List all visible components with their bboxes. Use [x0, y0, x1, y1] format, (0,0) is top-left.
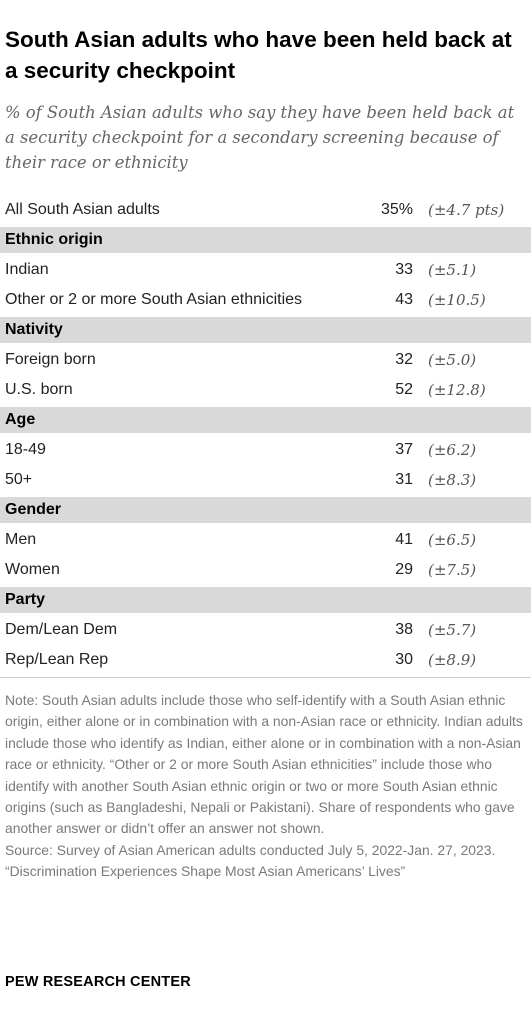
row-margin-of-error: (±4.7 pts) [428, 201, 505, 219]
section-header-label: Party [5, 591, 46, 608]
row-value: 29 [395, 561, 413, 578]
table-row: Other or 2 or more South Asian ethniciti… [0, 287, 531, 313]
row-label: Rep/Lean Rep [5, 651, 109, 668]
chart-title: South Asian adults who have been held ba… [5, 27, 512, 83]
table-row: Dem/Lean Dem 38 (±5.7) [0, 617, 531, 643]
note-text: Note: South Asian adults include those w… [5, 692, 523, 837]
row-margin-of-error: (±5.1) [428, 261, 477, 279]
table-row: Foreign born 32 (±5.0) [0, 347, 531, 373]
report-title: “Discrimination Experiences Shape Most A… [5, 863, 406, 880]
section-header: Gender [0, 497, 531, 523]
chart-subtitle: % of South Asian adults who say they hav… [5, 103, 515, 172]
section-header-label: Ethnic origin [5, 231, 103, 248]
row-value: 37 [395, 441, 413, 458]
section-header-label: Age [5, 411, 36, 428]
row-margin-of-error: (±5.7) [428, 621, 477, 639]
section-header: Party [0, 587, 531, 613]
table-row: Women 29 (±7.5) [0, 557, 531, 583]
row-margin-of-error: (±7.5) [428, 561, 477, 579]
table-row: U.S. born 52 (±12.8) [0, 377, 531, 403]
row-margin-of-error: (±6.2) [428, 441, 477, 459]
row-value: 30 [395, 651, 413, 668]
table-row: 50+ 31 (±8.3) [0, 467, 531, 493]
row-label: All South Asian adults [5, 201, 160, 218]
table-row: Rep/Lean Rep 30 (±8.9) [0, 647, 531, 673]
table-row: 18-49 37 (±6.2) [0, 437, 531, 463]
row-label: Other or 2 or more South Asian ethniciti… [5, 291, 303, 308]
row-value: 52 [395, 381, 413, 398]
table-row: Men 41 (±6.5) [0, 527, 531, 553]
row-label: 18-49 [5, 441, 46, 458]
row-label: Indian [5, 261, 49, 278]
row-margin-of-error: (±6.5) [428, 531, 477, 549]
section-header: Age [0, 407, 531, 433]
table-row: All South Asian adults 35% (±4.7 pts) [0, 197, 531, 223]
brand-logo-text: PEW RESEARCH CENTER [5, 974, 191, 990]
row-label: Foreign born [5, 351, 96, 368]
row-margin-of-error: (±10.5) [428, 291, 486, 309]
row-margin-of-error: (±8.3) [428, 471, 477, 489]
row-margin-of-error: (±8.9) [428, 651, 477, 669]
row-value: 41 [395, 531, 413, 548]
row-margin-of-error: (±5.0) [428, 351, 477, 369]
row-value: 43 [395, 291, 413, 308]
table-row: Indian 33 (±5.1) [0, 257, 531, 283]
row-label: 50+ [5, 471, 33, 488]
row-margin-of-error: (±12.8) [428, 381, 486, 399]
notes-block: Note: South Asian adults include those w… [5, 690, 527, 883]
row-label: U.S. born [5, 381, 73, 398]
section-header: Ethnic origin [0, 227, 531, 253]
source-text: Source: Survey of Asian American adults … [5, 841, 496, 858]
row-value: 32 [395, 351, 413, 368]
row-value: 33 [395, 261, 413, 278]
section-header: Nativity [0, 317, 531, 343]
section-header-label: Gender [5, 501, 62, 518]
row-label: Women [5, 561, 60, 578]
table-bottom-divider [0, 677, 531, 678]
section-header-label: Nativity [5, 321, 63, 338]
row-label: Men [5, 531, 37, 548]
row-value: 35% [380, 201, 413, 218]
row-value: 38 [395, 621, 413, 638]
row-value: 31 [395, 471, 413, 488]
row-label: Dem/Lean Dem [5, 621, 118, 638]
